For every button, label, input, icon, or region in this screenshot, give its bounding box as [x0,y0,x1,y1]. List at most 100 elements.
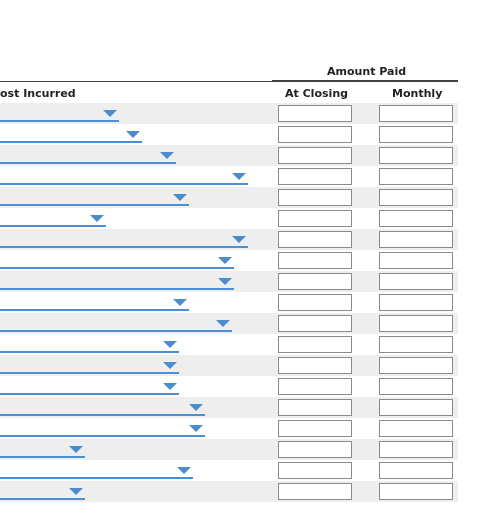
at-closing-input[interactable] [278,336,352,353]
monthly-input[interactable] [379,462,453,479]
monthly-input[interactable] [379,189,453,206]
chevron-down-icon[interactable] [163,362,177,369]
at-closing-input[interactable] [278,273,352,290]
at-closing-input[interactable] [278,441,352,458]
dropdown-underline [0,330,232,332]
chevron-down-icon[interactable] [218,278,232,285]
monthly-input[interactable] [379,168,453,185]
monthly-input[interactable] [379,357,453,374]
monthly-input[interactable] [379,399,453,416]
cost-type-dropdown[interactable] [0,439,85,460]
monthly-input[interactable] [379,483,453,500]
table-row [0,397,458,418]
chevron-down-icon[interactable] [232,173,246,180]
chevron-down-icon[interactable] [69,488,83,495]
chevron-down-icon[interactable] [232,236,246,243]
at-closing-input[interactable] [278,105,352,122]
table-row [0,271,458,292]
table-row [0,334,458,355]
dropdown-underline [0,435,205,437]
cost-type-dropdown[interactable] [0,187,189,208]
amount-paid-underline [272,80,458,81]
cost-type-dropdown[interactable] [0,397,205,418]
cost-type-dropdown[interactable] [0,334,179,355]
chevron-down-icon[interactable] [177,467,191,474]
amount-paid-header: Amount Paid [327,65,407,78]
cost-type-dropdown[interactable] [0,103,119,124]
table-row [0,439,458,460]
table-row [0,376,458,397]
at-closing-input[interactable] [278,168,352,185]
at-closing-input[interactable] [278,399,352,416]
monthly-input[interactable] [379,315,453,332]
table-row [0,103,458,124]
monthly-input[interactable] [379,252,453,269]
at-closing-input[interactable] [278,189,352,206]
monthly-input[interactable] [379,294,453,311]
at-closing-input[interactable] [278,252,352,269]
dropdown-underline [0,162,176,164]
cost-type-dropdown[interactable] [0,250,234,271]
cost-type-dropdown[interactable] [0,229,248,250]
dropdown-underline [0,351,179,353]
at-closing-input[interactable] [278,357,352,374]
monthly-header: Monthly [392,87,443,100]
chevron-down-icon[interactable] [173,194,187,201]
monthly-input[interactable] [379,147,453,164]
at-closing-input[interactable] [278,315,352,332]
at-closing-input[interactable] [278,483,352,500]
dropdown-underline [0,288,234,290]
table-row [0,355,458,376]
at-closing-input[interactable] [278,210,352,227]
monthly-input[interactable] [379,420,453,437]
monthly-input[interactable] [379,273,453,290]
cost-type-dropdown[interactable] [0,376,179,397]
monthly-input[interactable] [379,378,453,395]
dropdown-underline [0,183,248,185]
cost-type-dropdown[interactable] [0,124,142,145]
chevron-down-icon[interactable] [216,320,230,327]
cost-type-dropdown[interactable] [0,208,106,229]
header-divider [0,81,458,82]
dropdown-underline [0,267,234,269]
monthly-input[interactable] [379,441,453,458]
chevron-down-icon[interactable] [163,341,177,348]
at-closing-input[interactable] [278,462,352,479]
monthly-input[interactable] [379,210,453,227]
monthly-input[interactable] [379,336,453,353]
chevron-down-icon[interactable] [163,383,177,390]
monthly-input[interactable] [379,126,453,143]
cost-type-dropdown[interactable] [0,292,189,313]
at-closing-input[interactable] [278,378,352,395]
cost-type-dropdown[interactable] [0,145,176,166]
chevron-down-icon[interactable] [160,152,174,159]
chevron-down-icon[interactable] [189,425,203,432]
table-row [0,166,458,187]
chevron-down-icon[interactable] [69,446,83,453]
chevron-down-icon[interactable] [189,404,203,411]
at-closing-input[interactable] [278,126,352,143]
at-closing-input[interactable] [278,420,352,437]
cost-type-dropdown[interactable] [0,271,234,292]
at-closing-input[interactable] [278,294,352,311]
table-row [0,418,458,439]
dropdown-underline [0,477,193,479]
table-row [0,481,458,502]
cost-type-dropdown[interactable] [0,418,205,439]
at-closing-input[interactable] [278,231,352,248]
cost-type-dropdown[interactable] [0,313,232,334]
cost-type-dropdown[interactable] [0,355,179,376]
at-closing-input[interactable] [278,147,352,164]
chevron-down-icon[interactable] [90,215,104,222]
monthly-input[interactable] [379,105,453,122]
dropdown-underline [0,393,179,395]
cost-type-dropdown[interactable] [0,166,248,187]
cost-type-dropdown[interactable] [0,481,85,502]
chevron-down-icon[interactable] [173,299,187,306]
monthly-input[interactable] [379,231,453,248]
chevron-down-icon[interactable] [103,110,117,117]
chevron-down-icon[interactable] [126,131,140,138]
table-row [0,145,458,166]
chevron-down-icon[interactable] [218,257,232,264]
cost-type-dropdown[interactable] [0,460,193,481]
